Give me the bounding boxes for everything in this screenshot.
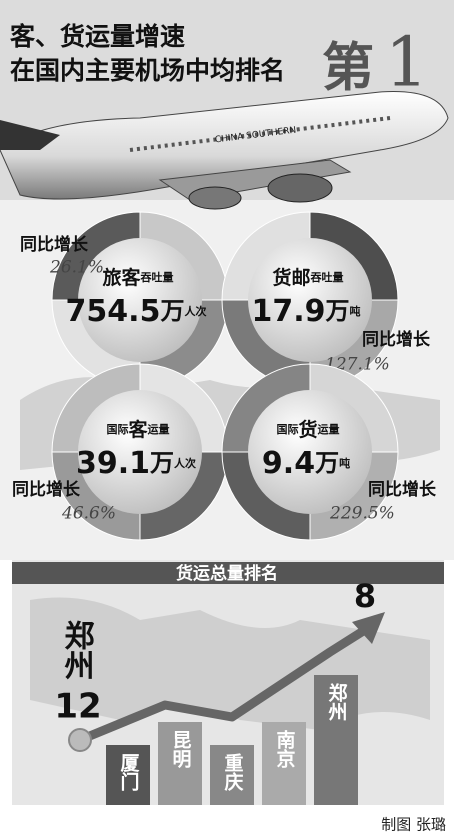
value-wan: 万 [150,449,174,477]
city-bar [210,745,254,805]
city-bar [106,745,150,805]
from-rank: 12 [54,687,101,727]
city-label: 郑州 [326,683,348,721]
label-part: 旅客 [102,266,141,289]
value-unit: 人次 [174,456,196,470]
value-number: 17.9 [251,294,325,329]
title-line: 在国内主要机场中均排名 [10,56,285,85]
ring-hub [78,238,202,362]
trend-arrow [352,612,385,644]
value-unit: 人次 [184,304,206,318]
city-label: 昆明 [170,730,192,769]
airplane: CHINA SOUTHERN [0,91,449,210]
title-line: 客、货运量增速 [10,22,185,51]
section-bar [12,562,444,584]
metric-value: 754.5万人次 [66,294,207,329]
metric-label: 国际客运量 [106,418,169,441]
label-part: 国际 [276,422,298,436]
city-label: 重庆 [222,753,244,792]
value-number: 754.5 [66,294,161,329]
metric-label: 货邮吞吐量 [272,266,343,289]
ring-hub [248,390,372,514]
ring-hub [248,238,372,362]
to-rank: 8 [354,577,376,615]
rank-prefix: 第 [322,38,374,99]
growth-label: 同比增长 [12,479,81,500]
city-label: 厦门 [118,753,140,791]
label-part: 货 [298,418,317,441]
growth-label: 同比增长 [20,234,89,255]
metric-value: 39.1万人次 [76,446,196,481]
trend-line [78,624,371,745]
credit: 制图 张璐 [381,816,446,834]
value-number: 9.4 [262,446,315,481]
rank-number: 1 [385,24,428,103]
metric-label: 国际货运量 [276,418,339,441]
value-wan: 万 [160,297,184,325]
start-dot [68,728,92,752]
metric-value: 9.4万吨 [262,446,350,481]
value-unit: 吨 [350,304,361,318]
growth-label: 同比增长 [362,329,431,350]
growth-value: 229.5% [329,504,395,524]
label-part: 货邮 [272,266,310,289]
section-title: 货运总量排名 [176,563,278,584]
value-number: 39.1 [76,446,150,481]
city-name: 郑州 [59,620,95,680]
growth-value: 46.6% [61,504,116,524]
growth-label: 同比增长 [368,479,437,500]
label-part: 吞吐量 [141,270,174,284]
city-bar [314,675,358,805]
label-part: 客 [128,418,148,441]
label-part: 运量 [148,423,170,436]
city-bar [158,722,202,805]
city-label: 南京 [274,730,296,769]
value-wan: 万 [326,297,350,325]
value-wan: 万 [315,449,339,477]
label-part: 吞吐量 [311,270,344,284]
label-part: 运量 [318,423,340,436]
metric-label: 旅客吞吐量 [102,266,173,289]
value-unit: 吨 [339,456,350,470]
label-part: 国际 [106,422,128,436]
growth-value: 26.1% [49,258,104,278]
ring-hub [78,390,202,514]
metric-value: 17.9万吨 [251,294,360,329]
city-bar [262,722,306,805]
